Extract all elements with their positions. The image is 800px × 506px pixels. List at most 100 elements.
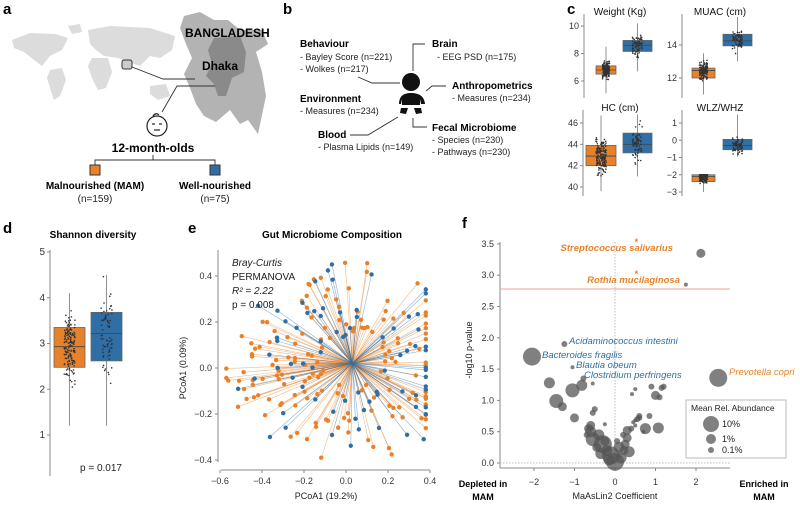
jitter-point bbox=[71, 371, 74, 373]
y-tick-label: 1.5 bbox=[481, 364, 494, 374]
point-mam bbox=[304, 293, 309, 299]
point-mam bbox=[389, 452, 394, 457]
group-mam-label: Malnourished (MAM) bbox=[46, 181, 144, 192]
point-mam bbox=[382, 359, 388, 364]
spider-line bbox=[352, 361, 396, 364]
y-tick-label: −2 bbox=[667, 170, 677, 180]
point-mam bbox=[292, 355, 298, 361]
jitter-point bbox=[705, 178, 707, 180]
spider-line bbox=[352, 331, 354, 364]
point-mam bbox=[305, 352, 311, 357]
spider-line bbox=[312, 363, 353, 368]
jitter-point bbox=[604, 145, 607, 147]
y-tick-label: 44 bbox=[568, 139, 578, 149]
jitter-point bbox=[698, 66, 701, 69]
jitter-point bbox=[69, 379, 72, 382]
legend-entry: 0.1% bbox=[722, 445, 743, 455]
jitter-point bbox=[704, 69, 706, 71]
jitter-point bbox=[632, 142, 634, 144]
jitter-point bbox=[72, 334, 75, 337]
point-mam bbox=[341, 415, 347, 421]
point-mam bbox=[294, 430, 300, 436]
x-tick-label: −2 bbox=[529, 477, 539, 487]
jitter-point bbox=[109, 319, 111, 322]
point-mam bbox=[385, 298, 390, 303]
point-well bbox=[235, 386, 241, 392]
jitter-point bbox=[633, 38, 636, 41]
jitter-point bbox=[734, 40, 736, 42]
jitter-point bbox=[66, 339, 68, 341]
point-mam bbox=[389, 355, 395, 361]
spider-line bbox=[352, 329, 419, 364]
volcano-plot: 0.0 0.5 1.0 1.5 2.0 2.5 3.0 3.5 −2 −1 0 1 2 bbox=[481, 239, 730, 487]
jitter-point bbox=[637, 152, 639, 155]
jitter-point bbox=[605, 149, 607, 152]
jitter-point bbox=[637, 45, 639, 48]
jitter-point bbox=[700, 180, 703, 182]
jitter-point bbox=[635, 154, 637, 156]
connector-line bbox=[357, 76, 400, 84]
weight-boxplot: 6 8 10 bbox=[569, 14, 653, 98]
point-mam bbox=[256, 393, 261, 398]
jitter-point bbox=[700, 76, 702, 79]
spider-line bbox=[352, 316, 410, 364]
point-mam bbox=[241, 386, 247, 392]
jitter-point bbox=[102, 364, 105, 367]
spider-line bbox=[352, 313, 418, 364]
jitter-point bbox=[704, 72, 706, 75]
jitter-point bbox=[101, 348, 104, 351]
brain-title: Brain bbox=[432, 39, 458, 50]
x-tick-label: −0.4 bbox=[253, 476, 271, 486]
jitter-point bbox=[596, 142, 599, 145]
jitter-point bbox=[741, 141, 743, 144]
point-mam bbox=[423, 298, 428, 303]
jitter-point bbox=[632, 144, 634, 147]
jitter-point bbox=[698, 62, 701, 64]
jitter-point bbox=[704, 179, 706, 182]
spider-line bbox=[352, 342, 399, 364]
jitter-point bbox=[634, 41, 636, 43]
jitter-point bbox=[67, 320, 70, 322]
jitter-point bbox=[635, 139, 638, 141]
y-tick-label: 5 bbox=[39, 247, 45, 258]
jitter-point bbox=[73, 333, 76, 335]
anthropometrics-item: - Measures (n=234) bbox=[452, 93, 531, 103]
jitter-point bbox=[740, 45, 743, 48]
species-point bbox=[622, 425, 632, 435]
point-well bbox=[361, 407, 367, 413]
jitter-point bbox=[106, 339, 108, 342]
legend-box bbox=[685, 399, 787, 459]
point-mam bbox=[279, 372, 285, 377]
jitter-point bbox=[639, 120, 642, 122]
spider-line bbox=[352, 363, 360, 430]
jitter-point bbox=[74, 319, 76, 321]
spider-line bbox=[280, 363, 353, 406]
point-well bbox=[275, 338, 280, 344]
depleted-note: Depleted in bbox=[459, 479, 508, 489]
jitter-point bbox=[739, 42, 741, 44]
point-mam bbox=[333, 297, 339, 302]
spider-line bbox=[290, 363, 353, 437]
point-well bbox=[342, 398, 348, 403]
jitter-point bbox=[701, 176, 704, 179]
jitter-point bbox=[102, 356, 105, 358]
jitter-point bbox=[595, 164, 598, 167]
jitter-point bbox=[69, 336, 72, 339]
jitter-point bbox=[740, 30, 743, 33]
jitter-point bbox=[104, 368, 107, 370]
jitter-point bbox=[733, 149, 735, 152]
point-mam bbox=[252, 346, 258, 351]
spider-line bbox=[349, 328, 353, 364]
jitter-point bbox=[638, 145, 641, 147]
jitter-point bbox=[104, 316, 106, 319]
spider-line bbox=[343, 363, 353, 418]
spider-line bbox=[352, 363, 408, 436]
jitter-point bbox=[702, 73, 705, 76]
jitter-point bbox=[106, 325, 109, 327]
point-mam bbox=[288, 434, 293, 439]
species-point bbox=[633, 418, 638, 423]
jitter-point bbox=[105, 314, 107, 316]
jitter-point bbox=[102, 354, 105, 357]
point-well bbox=[300, 384, 305, 389]
jitter-point bbox=[632, 50, 634, 52]
